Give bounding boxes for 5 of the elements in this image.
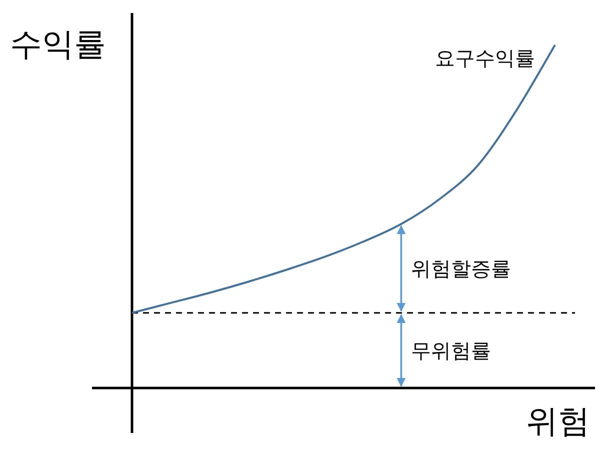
ylabel: 수익률 <box>10 25 106 63</box>
series-label: 요구수익률 <box>435 46 535 70</box>
annotation: 무위험률 <box>411 338 492 362</box>
annotation: 위험할증률 <box>411 256 512 280</box>
xlabel: 위험 <box>526 402 590 440</box>
